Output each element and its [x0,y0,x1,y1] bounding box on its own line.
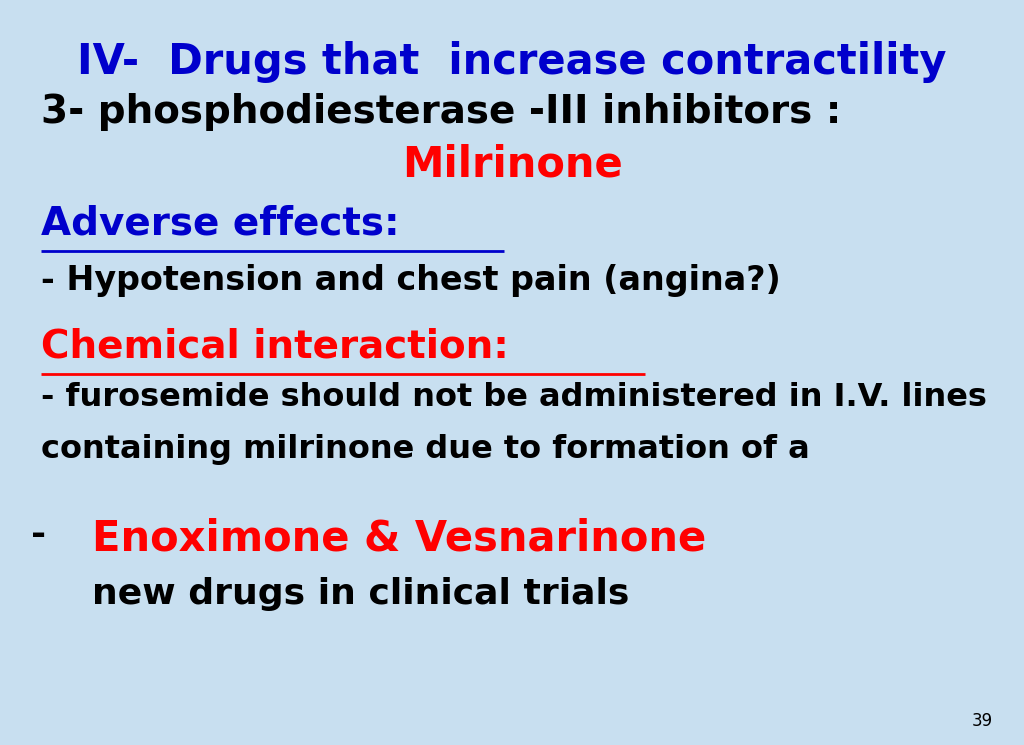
Text: containing milrinone due to formation of a: containing milrinone due to formation of… [41,434,821,465]
Text: IV-  Drugs that  increase contractility: IV- Drugs that increase contractility [77,41,947,83]
Text: -: - [31,518,46,552]
Text: Chemical interaction:: Chemical interaction: [41,328,509,366]
Text: - furosemide should not be administered in I.V. lines: - furosemide should not be administered … [41,382,987,413]
Text: - Hypotension and chest pain (angina?): - Hypotension and chest pain (angina?) [41,264,780,297]
Text: Milrinone: Milrinone [401,143,623,185]
Text: 39: 39 [972,712,993,730]
Text: new drugs in clinical trials: new drugs in clinical trials [92,577,630,612]
Text: Adverse effects:: Adverse effects: [41,205,399,243]
Text: 3- phosphodiesterase -III inhibitors :: 3- phosphodiesterase -III inhibitors : [41,93,842,131]
Text: Enoximone & Vesnarinone: Enoximone & Vesnarinone [92,518,707,559]
